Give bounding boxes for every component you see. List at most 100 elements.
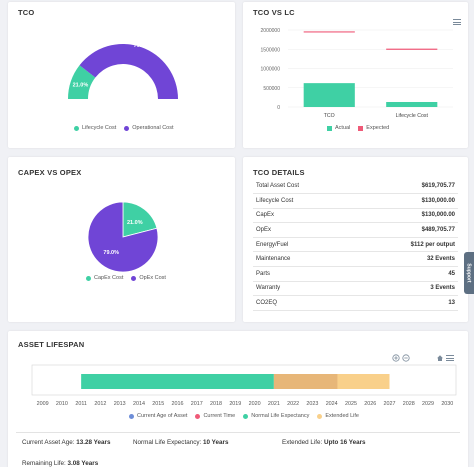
normal-life-stat: Normal Life Expectancy: 10 Years <box>133 439 228 446</box>
year-tick-label: 2009 <box>37 401 49 407</box>
y-tick-label: 1000000 <box>261 67 281 73</box>
support-tab[interactable]: Support <box>464 252 474 294</box>
slice-label: 79.0% <box>103 250 119 256</box>
zoom-in-icon[interactable] <box>392 354 400 362</box>
legend-label: Actual <box>335 125 351 131</box>
current-age-stat: Current Asset Age: 13.28 Years <box>22 439 110 446</box>
pie-slice[interactable] <box>87 201 159 273</box>
zoom-out-icon[interactable] <box>402 354 410 362</box>
legend-expected[interactable]: Expected <box>358 125 389 131</box>
legend-label: Normal Life Expectancy <box>251 413 310 419</box>
year-tick-label: 2019 <box>229 401 241 407</box>
pie-slice[interactable] <box>122 201 158 238</box>
lifespan-segment[interactable] <box>273 374 338 389</box>
home-icon[interactable] <box>436 354 444 362</box>
tco-vs-lc-chart: 2000000 1500000 1000000 500000 0 TCO Lifecycle… <box>261 28 453 119</box>
detail-label: CO2EQ <box>253 295 355 311</box>
year-tick-label: 2025 <box>345 401 357 407</box>
hamburger-icon[interactable] <box>446 355 454 361</box>
detail-value: 32 Events <box>354 251 458 268</box>
detail-label: OpEx <box>253 222 355 238</box>
year-tick-label: 2029 <box>422 401 434 407</box>
lifespan-segment[interactable] <box>337 374 390 389</box>
hamburger-icon[interactable] <box>453 19 461 25</box>
detail-label: CapEx <box>253 208 355 224</box>
year-tick-label: 2017 <box>191 401 203 407</box>
detail-value: 13 <box>354 295 458 311</box>
year-tick-label: 2013 <box>114 401 126 407</box>
table-row: CapEx $130,000.00 <box>253 208 458 224</box>
year-tick-label: 2030 <box>441 401 453 407</box>
capex-legend: CapEx Cost OpEx Cost <box>86 275 166 281</box>
legend-label: Current Age of Asset <box>137 413 188 419</box>
detail-value: $130,000.00 <box>354 208 458 224</box>
y-tick-label: 1500000 <box>261 47 281 53</box>
tco-vs-lc-title: TCO VS LC <box>253 8 295 17</box>
year-tick-label: 2021 <box>268 401 280 407</box>
slice-label: 79.0% <box>134 43 150 49</box>
y-tick-label: 2000000 <box>261 28 281 34</box>
support-tab-label: Support <box>466 263 473 283</box>
capex-title: CAPEX VS OPEX <box>18 168 82 177</box>
year-tick-label: 2024 <box>326 401 338 407</box>
normal-life-value: 10 Years <box>203 439 229 446</box>
lifespan-legend: Current Age of Asset Current Time Normal… <box>129 413 359 419</box>
table-row: Maintenance 32 Events <box>253 251 458 268</box>
legend-label: Extended Life <box>325 413 359 419</box>
extended-life-stat: Extended Life: Upto 16 Years <box>282 439 366 446</box>
year-tick-label: 2014 <box>133 401 145 407</box>
lifespan-segment[interactable] <box>81 374 274 389</box>
table-row: Energy/Fuel $112 per output <box>253 237 458 253</box>
legend-lifecycle-cost[interactable]: Lifecycle Cost <box>74 125 116 131</box>
year-tick-label: 2022 <box>287 401 299 407</box>
table-row: Parts 45 <box>253 266 458 282</box>
slice-label: 21.0% <box>73 82 89 88</box>
year-tick-label: 2023 <box>306 401 318 407</box>
legend-current-age[interactable]: Current Age of Asset <box>129 413 187 419</box>
lifespan-chart: 2009 2010 2011 2012 2013 2014 2015 2016 2017 2018… <box>31 364 457 407</box>
legend-actual[interactable]: Actual <box>327 125 350 131</box>
detail-value: 45 <box>354 266 458 282</box>
legend-operational-cost[interactable]: Operational Cost <box>124 125 174 131</box>
detail-label: Warranty <box>253 281 355 297</box>
table-row: Total Asset Cost $619,705.77 <box>253 179 458 195</box>
remaining-life-stat: Remaining Life: 3.08 Years <box>22 460 98 467</box>
detail-value: $619,705.77 <box>354 179 458 195</box>
legend-normal-life[interactable]: Normal Life Expectancy <box>243 413 309 419</box>
detail-label: Maintenance <box>253 251 355 268</box>
year-tick-label: 2011 <box>75 401 87 407</box>
legend-label: CapEx Cost <box>94 275 124 281</box>
year-tick-label: 2012 <box>94 401 106 407</box>
bar-actual[interactable] <box>386 101 438 107</box>
slice-label: 21.0% <box>127 220 143 226</box>
x-tick-label: Lifecycle Cost <box>396 113 429 119</box>
year-tick-label: 2010 <box>56 401 68 407</box>
asset-lifespan-card: ASSET LIFESPAN 2009 2010 2011 2012 2013 2014 2… <box>8 331 468 467</box>
table-row: CO2EQ 13 <box>253 295 458 311</box>
tco-vs-lc-legend: Actual Expected <box>327 125 389 131</box>
year-tick-label: 2028 <box>403 401 415 407</box>
legend-opex-cost[interactable]: OpEx Cost <box>131 275 166 281</box>
legend-label: Expected <box>366 125 390 131</box>
legend-capex-cost[interactable]: CapEx Cost <box>86 275 123 281</box>
donut-slice[interactable] <box>68 65 96 99</box>
tco-chart: 21.0% 79.0% <box>68 43 178 99</box>
capex-chart: 21.0% 79.0% <box>87 201 159 273</box>
asset-lifespan-title: ASSET LIFESPAN <box>18 340 85 349</box>
legend-current-time[interactable]: Current Time <box>195 413 235 419</box>
legend-label: Lifecycle Cost <box>82 125 117 131</box>
detail-label: Total Asset Cost <box>253 179 355 195</box>
detail-label: Lifecycle Cost <box>253 193 355 209</box>
year-tick-label: 2018 <box>210 401 222 407</box>
year-tick-label: 2016 <box>172 401 184 407</box>
legend-label: Operational Cost <box>132 125 174 131</box>
bar-actual[interactable] <box>303 83 355 107</box>
divider <box>16 432 460 433</box>
remaining-life-label: Remaining Life: <box>22 460 66 467</box>
detail-value: $130,000.00 <box>354 193 458 209</box>
donut-slice[interactable] <box>79 44 178 99</box>
table-row: Warranty 3 Events <box>253 281 458 297</box>
tco-details-card: TCO DETAILS Total Asset Cost $619,705.77 L… <box>243 157 468 322</box>
tco-details-table: Total Asset Cost $619,705.77 Lifecycle Cos… <box>253 179 458 311</box>
legend-extended-life[interactable]: Extended Life <box>317 413 359 419</box>
